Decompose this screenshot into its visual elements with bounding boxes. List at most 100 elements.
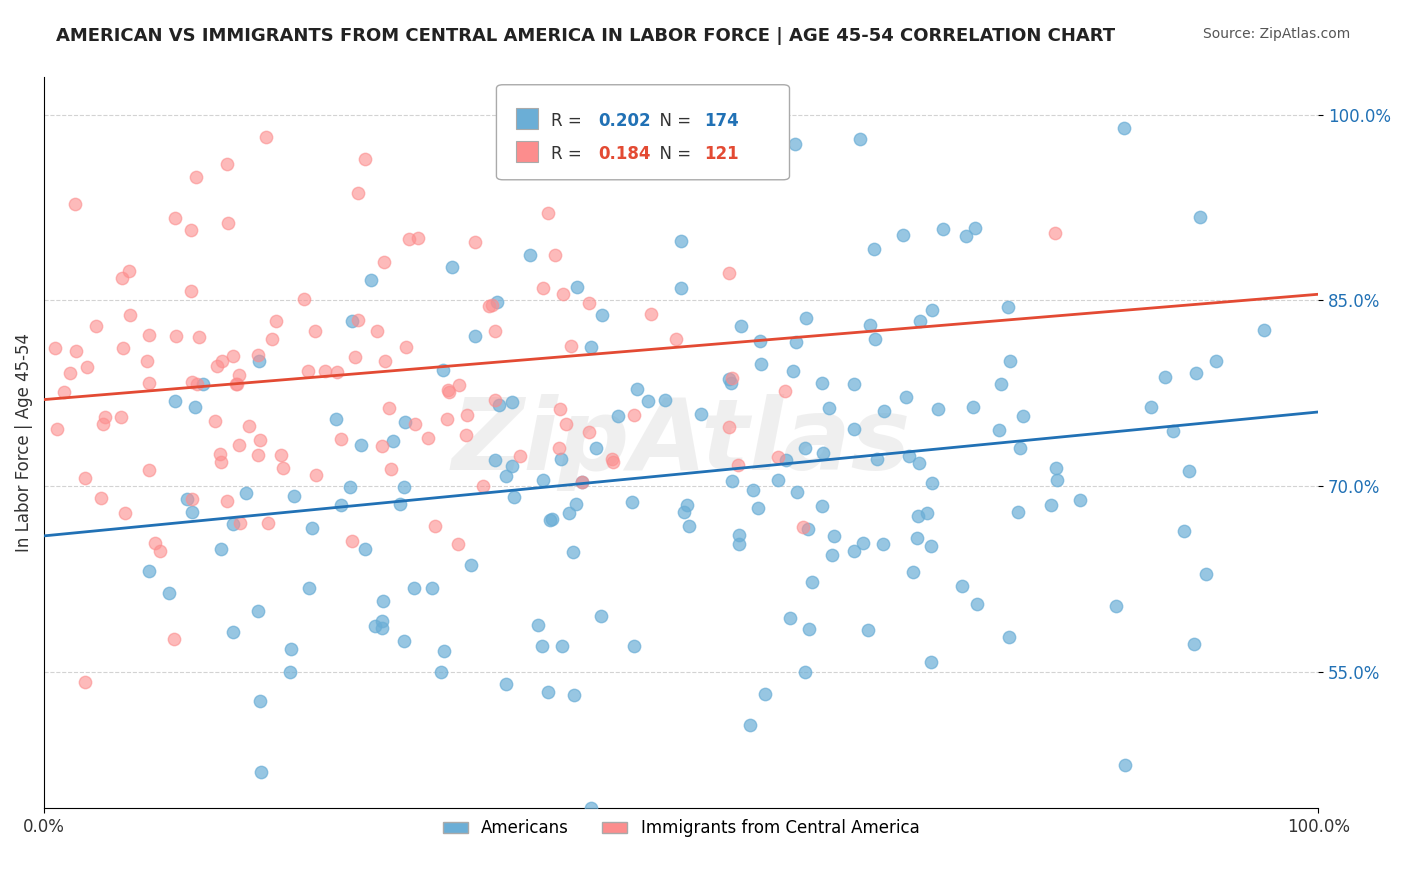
Americans [891,227,914,242]
Immigrants from Central America [297,363,319,377]
Americans [540,511,562,525]
Americans [749,357,772,371]
Immigrants from Central America [217,493,239,508]
Immigrants from Central America [59,366,82,380]
Immigrants from Central America [180,223,202,237]
Americans [620,494,643,508]
Americans [749,334,772,348]
Immigrants from Central America [211,354,233,368]
Americans [856,624,879,638]
Americans [817,401,839,416]
Immigrants from Central America [118,264,141,278]
Text: ZipAtlas: ZipAtlas [451,394,911,491]
Americans [672,505,695,519]
Americans [797,622,820,636]
Americans [779,611,801,625]
Immigrants from Central America [346,186,368,201]
Immigrants from Central America [257,516,280,531]
Text: 0.202: 0.202 [599,112,651,130]
Americans [720,376,742,390]
Y-axis label: In Labor Force | Age 45-54: In Labor Force | Age 45-54 [15,334,32,552]
Americans [325,412,347,426]
Americans [249,694,271,708]
Immigrants from Central America [578,425,600,439]
Americans [901,566,924,580]
Immigrants from Central America [456,408,478,422]
Americans [654,393,676,408]
Americans [950,579,973,593]
Immigrants from Central America [548,402,571,417]
Americans [371,614,394,628]
Americans [821,548,844,562]
Immigrants from Central America [222,349,245,363]
Americans [339,480,361,494]
Immigrants from Central America [205,359,228,373]
Americans [460,558,482,573]
Americans [558,507,581,521]
Americans [844,376,866,391]
Americans [811,446,834,460]
Immigrants from Central America [314,364,336,378]
Immigrants from Central America [90,491,112,505]
Americans [283,489,305,503]
Immigrants from Central America [464,235,486,250]
Immigrants from Central America [76,359,98,374]
Americans [278,665,301,679]
Americans [360,272,382,286]
Americans [863,242,886,256]
Americans [1185,366,1208,380]
Americans [1114,758,1136,772]
Immigrants from Central America [188,330,211,344]
Americans [1253,322,1275,336]
Immigrants from Central America [229,516,252,530]
Americans [811,500,834,514]
Americans [907,456,929,470]
Americans [1039,498,1062,512]
Immigrants from Central America [437,383,460,397]
Immigrants from Central America [138,328,160,343]
Immigrants from Central America [53,384,76,399]
Americans [422,581,444,595]
Americans [530,639,553,653]
Immigrants from Central America [395,340,418,354]
Immigrants from Central America [366,324,388,338]
Americans [718,372,741,386]
Immigrants from Central America [247,348,270,362]
Americans [531,474,554,488]
Americans [165,394,187,409]
Immigrants from Central America [266,314,288,328]
Immigrants from Central America [163,632,186,647]
Immigrants from Central America [254,129,277,144]
Immigrants from Central America [112,341,135,355]
Immigrants from Central America [304,324,326,338]
Americans [501,395,523,409]
Immigrants from Central America [340,534,363,549]
Americans [250,764,273,779]
Text: AMERICAN VS IMMIGRANTS FROM CENTRAL AMERICA IN LABOR FORCE | AGE 45-54 CORRELATI: AMERICAN VS IMMIGRANTS FROM CENTRAL AMER… [56,27,1115,45]
Immigrants from Central America [551,287,574,301]
Immigrants from Central America [111,270,134,285]
Americans [394,633,416,648]
Americans [564,497,586,511]
Americans [176,491,198,506]
Americans [371,622,394,636]
Americans [562,689,585,703]
Americans [1046,473,1069,487]
Americans [676,498,699,512]
Americans [823,529,845,543]
Immigrants from Central America [228,438,250,452]
Americans [1139,400,1161,414]
Immigrants from Central America [249,433,271,447]
Immigrants from Central America [326,365,349,379]
Immigrants from Central America [225,376,247,391]
Immigrants from Central America [110,409,132,424]
Americans [209,542,232,557]
Americans [720,474,742,488]
Immigrants from Central America [404,417,426,432]
Americans [963,221,986,235]
Americans [740,718,762,732]
Americans [364,619,387,633]
Immigrants from Central America [792,519,814,533]
Americans [915,506,938,520]
FancyBboxPatch shape [496,85,790,180]
